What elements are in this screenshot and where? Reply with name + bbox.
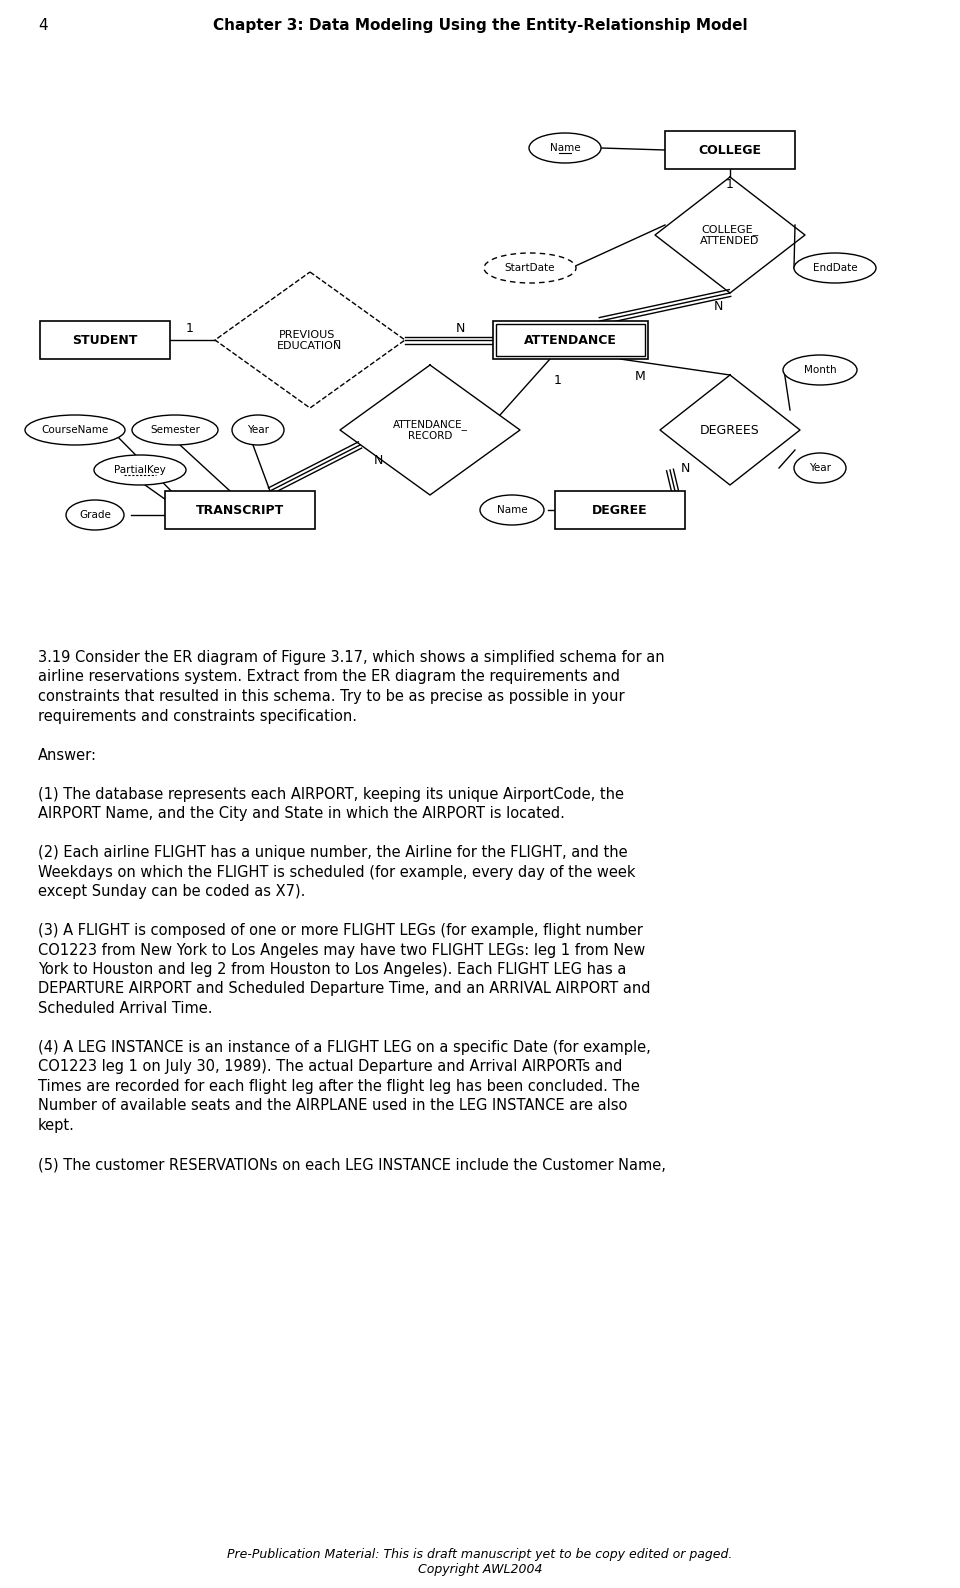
Text: 3.19 Consider the ER diagram of Figure 3.17, which shows a simplified schema for: 3.19 Consider the ER diagram of Figure 3… [38, 649, 664, 665]
Text: DEGREES: DEGREES [700, 424, 760, 437]
Ellipse shape [794, 453, 846, 483]
Text: COLLEGE: COLLEGE [699, 143, 761, 157]
Text: Month: Month [804, 365, 836, 375]
Text: M: M [635, 370, 645, 383]
Text: Name: Name [496, 505, 527, 515]
Text: CourseName: CourseName [41, 426, 108, 435]
Text: Answer:: Answer: [38, 748, 97, 762]
Text: (4) A LEG INSTANCE is an instance of a FLIGHT LEG on a specific Date (for exampl: (4) A LEG INSTANCE is an instance of a F… [38, 1040, 651, 1054]
Text: airline reservations system. Extract from the ER diagram the requirements and: airline reservations system. Extract fro… [38, 670, 620, 684]
Ellipse shape [25, 414, 125, 445]
Text: 4: 4 [38, 17, 48, 33]
Ellipse shape [783, 356, 857, 384]
Text: DEGREE: DEGREE [592, 503, 648, 516]
Text: PartialKey: PartialKey [114, 465, 166, 475]
Text: Year: Year [809, 464, 831, 473]
Text: STUDENT: STUDENT [72, 333, 137, 346]
Text: AIRPORT Name, and the City and State in which the AIRPORT is located.: AIRPORT Name, and the City and State in … [38, 807, 564, 821]
Text: Copyright AWL2004: Copyright AWL2004 [418, 1563, 542, 1575]
Ellipse shape [132, 414, 218, 445]
Ellipse shape [529, 133, 601, 164]
Text: (3) A FLIGHT is composed of one or more FLIGHT LEGs (for example, flight number: (3) A FLIGHT is composed of one or more … [38, 923, 643, 939]
Text: ATTENDANCE_
RECORD: ATTENDANCE_ RECORD [393, 419, 468, 441]
Text: (1) The database represents each AIRPORT, keeping its unique AirportCode, the: (1) The database represents each AIRPORT… [38, 786, 624, 802]
Ellipse shape [480, 495, 544, 526]
Ellipse shape [232, 414, 284, 445]
Text: Semester: Semester [150, 426, 200, 435]
Bar [665, 130, 795, 168]
Text: StartDate: StartDate [505, 264, 555, 273]
Bar [495, 324, 644, 356]
Ellipse shape [484, 252, 576, 283]
Text: requirements and constraints specification.: requirements and constraints specificati… [38, 708, 357, 724]
Text: COLLEGE_
ATTENDED: COLLEGE_ ATTENDED [700, 224, 759, 246]
Text: CO1223 from New York to Los Angeles may have two FLIGHT LEGs: leg 1 from New: CO1223 from New York to Los Angeles may … [38, 943, 645, 958]
Ellipse shape [94, 456, 186, 484]
Text: Scheduled Arrival Time.: Scheduled Arrival Time. [38, 1000, 212, 1016]
Text: N: N [713, 300, 723, 313]
Text: (2) Each airline FLIGHT has a unique number, the Airline for the FLIGHT, and the: (2) Each airline FLIGHT has a unique num… [38, 845, 628, 861]
Text: N: N [681, 462, 689, 475]
Text: ATTENDANCE: ATTENDANCE [523, 333, 616, 346]
Text: PREVIOUS_
EDUCATION: PREVIOUS_ EDUCATION [277, 329, 343, 351]
Ellipse shape [66, 500, 124, 530]
Text: EndDate: EndDate [813, 264, 857, 273]
Text: (5) The customer RESERVATIONs on each LEG INSTANCE include the Customer Name,: (5) The customer RESERVATIONs on each LE… [38, 1158, 666, 1172]
Text: Year: Year [247, 426, 269, 435]
Text: York to Houston and leg 2 from Houston to Los Angeles). Each FLIGHT LEG has a: York to Houston and leg 2 from Houston t… [38, 962, 626, 977]
Text: N: N [373, 454, 383, 467]
Text: Weekdays on which the FLIGHT is scheduled (for example, every day of the week: Weekdays on which the FLIGHT is schedule… [38, 864, 636, 880]
Text: TRANSCRIPT: TRANSCRIPT [196, 503, 284, 516]
Text: kept.: kept. [38, 1118, 75, 1132]
Bar [40, 321, 170, 359]
Text: 1: 1 [554, 373, 562, 386]
Bar [555, 491, 685, 529]
Text: Number of available seats and the AIRPLANE used in the LEG INSTANCE are also: Number of available seats and the AIRPLA… [38, 1099, 628, 1113]
Text: constraints that resulted in this schema. Try to be as precise as possible in yo: constraints that resulted in this schema… [38, 689, 625, 703]
Text: except Sunday can be coded as X7).: except Sunday can be coded as X7). [38, 885, 305, 899]
Bar [492, 321, 647, 359]
Text: Grade: Grade [79, 510, 111, 519]
Text: DEPARTURE AIRPORT and Scheduled Departure Time, and an ARRIVAL AIRPORT and: DEPARTURE AIRPORT and Scheduled Departur… [38, 981, 651, 997]
Text: Pre-Publication Material: This is draft manuscript yet to be copy edited or page: Pre-Publication Material: This is draft … [228, 1548, 732, 1561]
Bar [165, 491, 315, 529]
Text: N: N [455, 321, 465, 335]
Text: Chapter 3: Data Modeling Using the Entity-Relationship Model: Chapter 3: Data Modeling Using the Entit… [213, 17, 747, 33]
Ellipse shape [794, 252, 876, 283]
Text: 1: 1 [726, 178, 734, 192]
Text: CO1223 leg 1 on July 30, 1989). The actual Departure and Arrival AIRPORTs and: CO1223 leg 1 on July 30, 1989). The actu… [38, 1059, 622, 1075]
Text: 1: 1 [186, 321, 194, 335]
Text: Times are recorded for each flight leg after the flight leg has been concluded. : Times are recorded for each flight leg a… [38, 1078, 640, 1094]
Text: Name: Name [550, 143, 580, 152]
